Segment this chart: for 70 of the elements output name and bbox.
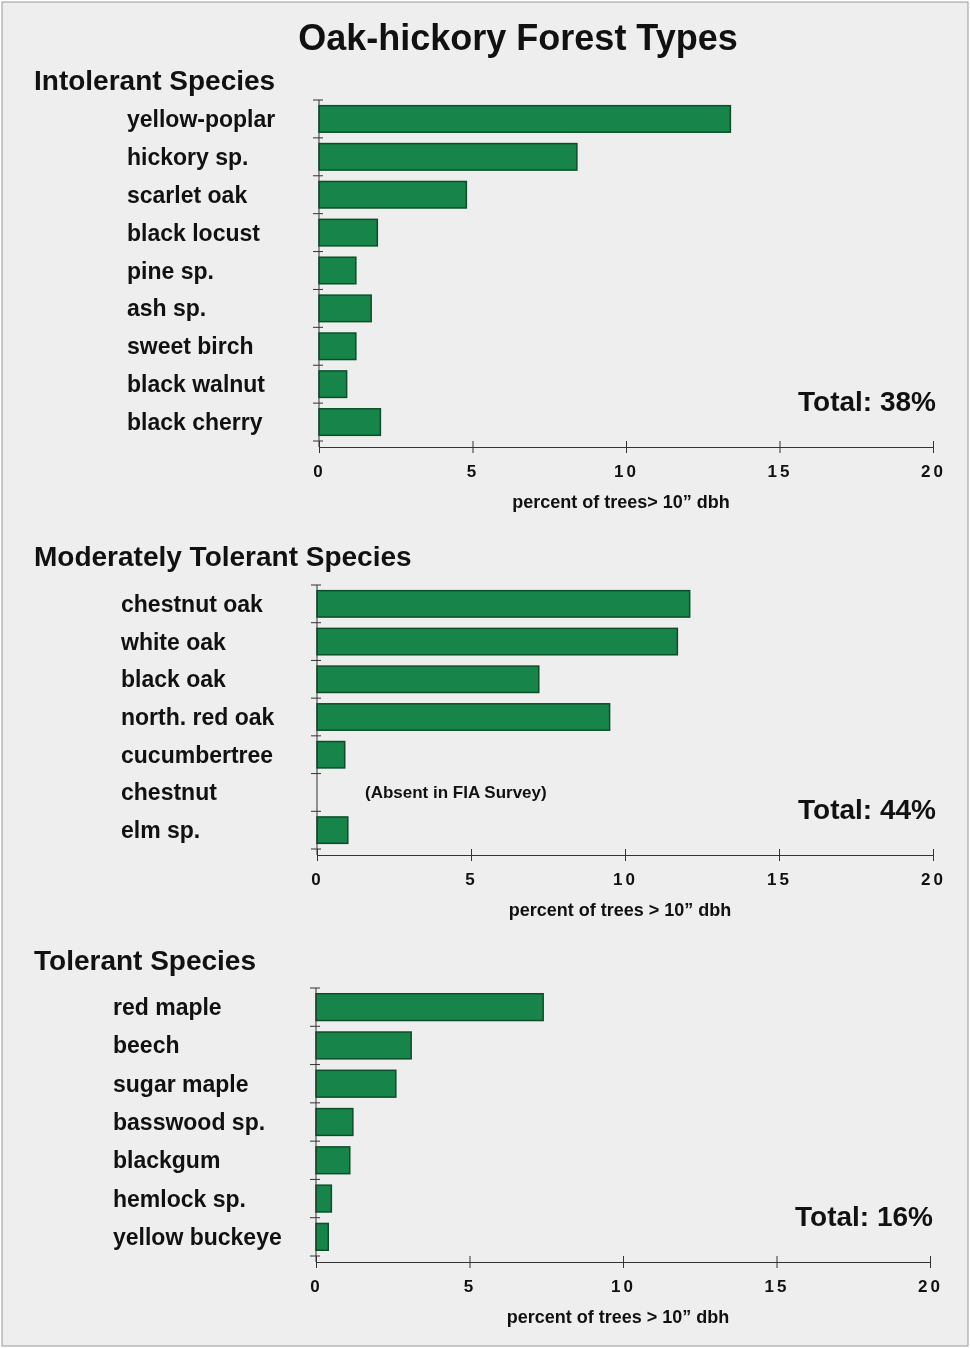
x-tick-label: 10 (613, 870, 638, 890)
x-tick-label: 15 (767, 462, 793, 482)
bar (318, 218, 379, 247)
bar (316, 703, 611, 731)
x-tick-label: 20 (921, 462, 946, 482)
bar (316, 589, 691, 618)
x-tick-label: 15 (767, 870, 792, 890)
x-tick-label: 5 (466, 462, 480, 482)
x-tick-label: 0 (311, 870, 324, 890)
y-tick-label: beech (113, 1032, 180, 1059)
bar (318, 408, 382, 437)
bar (315, 1031, 412, 1060)
bar (315, 1107, 354, 1137)
y-tick-label: elm sp. (121, 817, 201, 844)
annotation: Total: 38% (798, 386, 937, 417)
chart-subtitle: Intolerant Species (34, 65, 276, 96)
x-tick-label: 5 (465, 870, 478, 890)
bar (318, 180, 468, 209)
y-tick-label: sweet birch (127, 333, 254, 360)
y-tick-label: black walnut (127, 371, 266, 398)
y-tick-label: black locust (127, 219, 261, 246)
y-tick-label: yellow buckeye (113, 1223, 282, 1250)
chart-title: Moderately Tolerant Species (34, 541, 412, 572)
y-tick-label: chestnut (121, 779, 218, 806)
bar (318, 332, 357, 361)
bar (318, 142, 578, 171)
bar (315, 1069, 397, 1098)
annotation: Total: 16% (795, 1201, 934, 1232)
chart-title: Tolerant Species (34, 945, 257, 976)
x-tick-label: 20 (918, 1277, 943, 1297)
y-tick-label: hickory sp. (127, 143, 249, 170)
x-tick-label: 15 (764, 1277, 790, 1297)
annotation: Total: 44% (798, 794, 937, 825)
y-tick-label: scarlet oak (127, 181, 248, 208)
bar (316, 665, 540, 694)
y-tick-label: chestnut oak (121, 590, 264, 617)
chart-title: Oak-hickory Forest Types (298, 17, 738, 58)
x-axis-title: percent of trees > 10” dbh (506, 1307, 730, 1327)
y-tick-label: sugar maple (113, 1070, 249, 1097)
bar (315, 1146, 351, 1175)
y-tick-label: red maple (113, 994, 222, 1021)
bar (315, 1184, 333, 1213)
x-axis-title: percent of trees > 10” dbh (508, 900, 732, 920)
x-tick-label: 20 (921, 870, 946, 890)
y-tick-label: basswood sp. (113, 1109, 266, 1136)
y-tick-label: white oak (120, 628, 227, 655)
x-tick-label: 10 (611, 1277, 636, 1297)
y-tick-label: hemlock sp. (113, 1185, 246, 1212)
bar (315, 992, 544, 1022)
annotation: (Absent in FIA Survey) (365, 783, 547, 803)
bar (316, 740, 346, 769)
bar (318, 256, 357, 285)
bar (316, 627, 679, 656)
x-axis-title: percent of trees> 10” dbh (512, 492, 730, 512)
bar (316, 816, 349, 845)
y-tick-label: black cherry (127, 409, 263, 436)
y-tick-label: ash sp. (127, 295, 207, 322)
y-tick-label: cucumbertree (121, 741, 274, 768)
x-tick-label: 5 (463, 1277, 477, 1297)
x-tick-label: 10 (614, 462, 639, 482)
bar (318, 104, 732, 133)
y-tick-label: north. red oak (121, 704, 275, 731)
bar (318, 294, 372, 323)
x-tick-label: 0 (313, 462, 326, 482)
y-tick-label: pine sp. (127, 257, 214, 284)
y-tick-label: yellow-poplar (127, 105, 276, 132)
x-tick-label: 0 (310, 1277, 323, 1297)
y-tick-label: black oak (121, 666, 227, 693)
bar (318, 370, 348, 399)
y-tick-label: blackgum (113, 1147, 221, 1174)
